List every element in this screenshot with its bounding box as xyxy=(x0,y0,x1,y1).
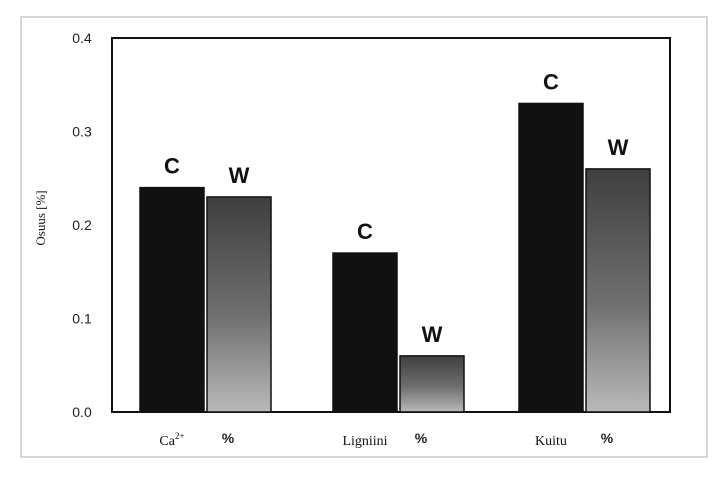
category-name: Ligniini xyxy=(342,434,387,449)
y-tick-label: 0.2 xyxy=(72,217,92,233)
category-unit-label: % xyxy=(601,430,614,446)
bar-series-letter: W xyxy=(608,135,629,160)
category-unit-label: % xyxy=(415,430,428,446)
y-tick-label: 0.3 xyxy=(72,124,92,140)
y-tick-label: 0.4 xyxy=(72,30,92,46)
bar-series-letter: W xyxy=(422,322,443,347)
y-axis-ticks: 0.0 0.1 0.2 0.3 0.4 xyxy=(72,30,92,420)
category-name: Ca xyxy=(159,434,175,449)
y-tick-label: 0.1 xyxy=(72,311,92,327)
bar-w-2 xyxy=(399,355,465,413)
bar-c-1 xyxy=(139,186,205,413)
category-superscript: 2+ xyxy=(175,431,185,441)
bar-w-1 xyxy=(206,196,272,413)
bar-series-letter: C xyxy=(164,154,180,179)
y-axis-label: Osuus [%] xyxy=(33,190,48,245)
category-labels: Ca2+% Ligniini% Kuitu% xyxy=(159,430,613,449)
bars-group: C C C W W W xyxy=(139,69,651,413)
category-label: Kuitu xyxy=(535,434,567,449)
bar-series-letter: C xyxy=(543,69,559,94)
category-label: Ca2+ xyxy=(159,431,184,449)
category-unit-label: % xyxy=(222,430,235,446)
bar-c-2 xyxy=(332,252,398,413)
bar-series-letter: C xyxy=(357,219,373,244)
bar-w-3 xyxy=(585,168,651,413)
category-name: Kuitu xyxy=(535,434,567,449)
category-label: Ligniini xyxy=(342,434,387,449)
bar-c-3 xyxy=(518,102,584,413)
bar-series-letter: W xyxy=(229,163,250,188)
outer-frame xyxy=(20,16,708,458)
y-tick-label: 0.0 xyxy=(72,404,92,420)
